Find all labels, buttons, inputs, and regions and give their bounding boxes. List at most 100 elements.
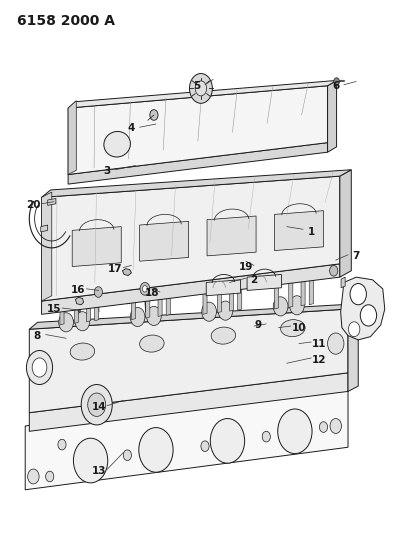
Text: 17: 17 bbox=[108, 264, 122, 274]
Polygon shape bbox=[288, 281, 292, 308]
Polygon shape bbox=[41, 176, 339, 301]
Ellipse shape bbox=[280, 320, 304, 337]
Text: 14: 14 bbox=[91, 402, 106, 413]
Circle shape bbox=[201, 302, 216, 321]
Circle shape bbox=[73, 438, 108, 483]
Circle shape bbox=[349, 284, 366, 305]
Polygon shape bbox=[94, 294, 99, 321]
Text: 2: 2 bbox=[250, 275, 257, 285]
Ellipse shape bbox=[103, 132, 130, 157]
Circle shape bbox=[327, 333, 343, 354]
Polygon shape bbox=[166, 289, 170, 316]
Polygon shape bbox=[300, 279, 304, 306]
Polygon shape bbox=[68, 101, 76, 174]
Circle shape bbox=[319, 422, 327, 432]
Circle shape bbox=[58, 313, 73, 332]
Polygon shape bbox=[139, 221, 188, 261]
Polygon shape bbox=[40, 225, 47, 232]
Polygon shape bbox=[25, 383, 347, 490]
Circle shape bbox=[189, 74, 212, 103]
Polygon shape bbox=[274, 282, 278, 309]
Polygon shape bbox=[75, 297, 83, 305]
Circle shape bbox=[81, 384, 112, 425]
Circle shape bbox=[26, 351, 52, 384]
Polygon shape bbox=[202, 288, 207, 314]
Polygon shape bbox=[41, 192, 52, 301]
Polygon shape bbox=[47, 198, 56, 205]
Circle shape bbox=[195, 81, 206, 96]
Polygon shape bbox=[68, 80, 336, 108]
Text: 15: 15 bbox=[47, 304, 61, 314]
Circle shape bbox=[360, 305, 376, 326]
Polygon shape bbox=[145, 292, 149, 318]
Polygon shape bbox=[207, 216, 256, 256]
Text: 6158 2000 A: 6158 2000 A bbox=[17, 14, 115, 28]
Polygon shape bbox=[229, 285, 233, 311]
Polygon shape bbox=[68, 143, 327, 184]
Circle shape bbox=[139, 427, 173, 472]
Circle shape bbox=[140, 282, 149, 295]
Polygon shape bbox=[247, 274, 281, 290]
Text: 16: 16 bbox=[71, 286, 85, 295]
Polygon shape bbox=[347, 304, 357, 391]
Text: 9: 9 bbox=[254, 320, 261, 330]
Text: 5: 5 bbox=[193, 81, 200, 91]
Polygon shape bbox=[86, 295, 90, 322]
Text: 11: 11 bbox=[311, 338, 326, 349]
Text: 8: 8 bbox=[34, 330, 41, 341]
Ellipse shape bbox=[211, 327, 235, 344]
Text: 19: 19 bbox=[238, 262, 252, 271]
Polygon shape bbox=[29, 309, 347, 413]
Polygon shape bbox=[308, 278, 312, 305]
Circle shape bbox=[277, 409, 311, 454]
Circle shape bbox=[329, 418, 341, 433]
Polygon shape bbox=[29, 373, 347, 431]
Text: 1: 1 bbox=[307, 227, 314, 237]
Polygon shape bbox=[217, 286, 221, 313]
Polygon shape bbox=[72, 227, 121, 266]
Polygon shape bbox=[157, 290, 162, 317]
Text: 4: 4 bbox=[128, 123, 135, 133]
Circle shape bbox=[329, 265, 337, 276]
Polygon shape bbox=[340, 277, 384, 340]
Polygon shape bbox=[274, 211, 323, 251]
Polygon shape bbox=[41, 264, 339, 314]
Polygon shape bbox=[327, 80, 336, 152]
Text: 7: 7 bbox=[352, 251, 359, 261]
Polygon shape bbox=[237, 284, 241, 310]
Circle shape bbox=[75, 312, 90, 331]
Polygon shape bbox=[340, 277, 344, 288]
Polygon shape bbox=[68, 86, 327, 174]
Ellipse shape bbox=[70, 343, 94, 360]
Circle shape bbox=[32, 358, 47, 377]
Circle shape bbox=[123, 450, 131, 461]
Polygon shape bbox=[41, 169, 351, 197]
Circle shape bbox=[146, 306, 161, 326]
Circle shape bbox=[333, 78, 339, 85]
Polygon shape bbox=[122, 269, 131, 276]
Ellipse shape bbox=[139, 335, 164, 352]
Polygon shape bbox=[29, 304, 357, 329]
Polygon shape bbox=[339, 169, 351, 277]
Text: 10: 10 bbox=[291, 322, 306, 333]
Circle shape bbox=[210, 418, 244, 463]
Circle shape bbox=[149, 110, 157, 120]
Circle shape bbox=[200, 441, 209, 451]
Circle shape bbox=[272, 297, 287, 316]
Polygon shape bbox=[74, 297, 78, 324]
Text: 6: 6 bbox=[331, 81, 339, 91]
Polygon shape bbox=[131, 293, 135, 320]
Text: 20: 20 bbox=[26, 200, 40, 211]
Circle shape bbox=[262, 431, 270, 442]
Circle shape bbox=[88, 393, 106, 416]
Text: 13: 13 bbox=[91, 466, 106, 476]
Circle shape bbox=[27, 469, 39, 484]
Circle shape bbox=[218, 301, 232, 320]
Circle shape bbox=[142, 286, 147, 292]
Circle shape bbox=[130, 308, 144, 327]
Polygon shape bbox=[206, 280, 240, 296]
Text: 12: 12 bbox=[311, 354, 326, 365]
Circle shape bbox=[348, 322, 359, 337]
Circle shape bbox=[45, 471, 54, 482]
Circle shape bbox=[94, 287, 102, 297]
